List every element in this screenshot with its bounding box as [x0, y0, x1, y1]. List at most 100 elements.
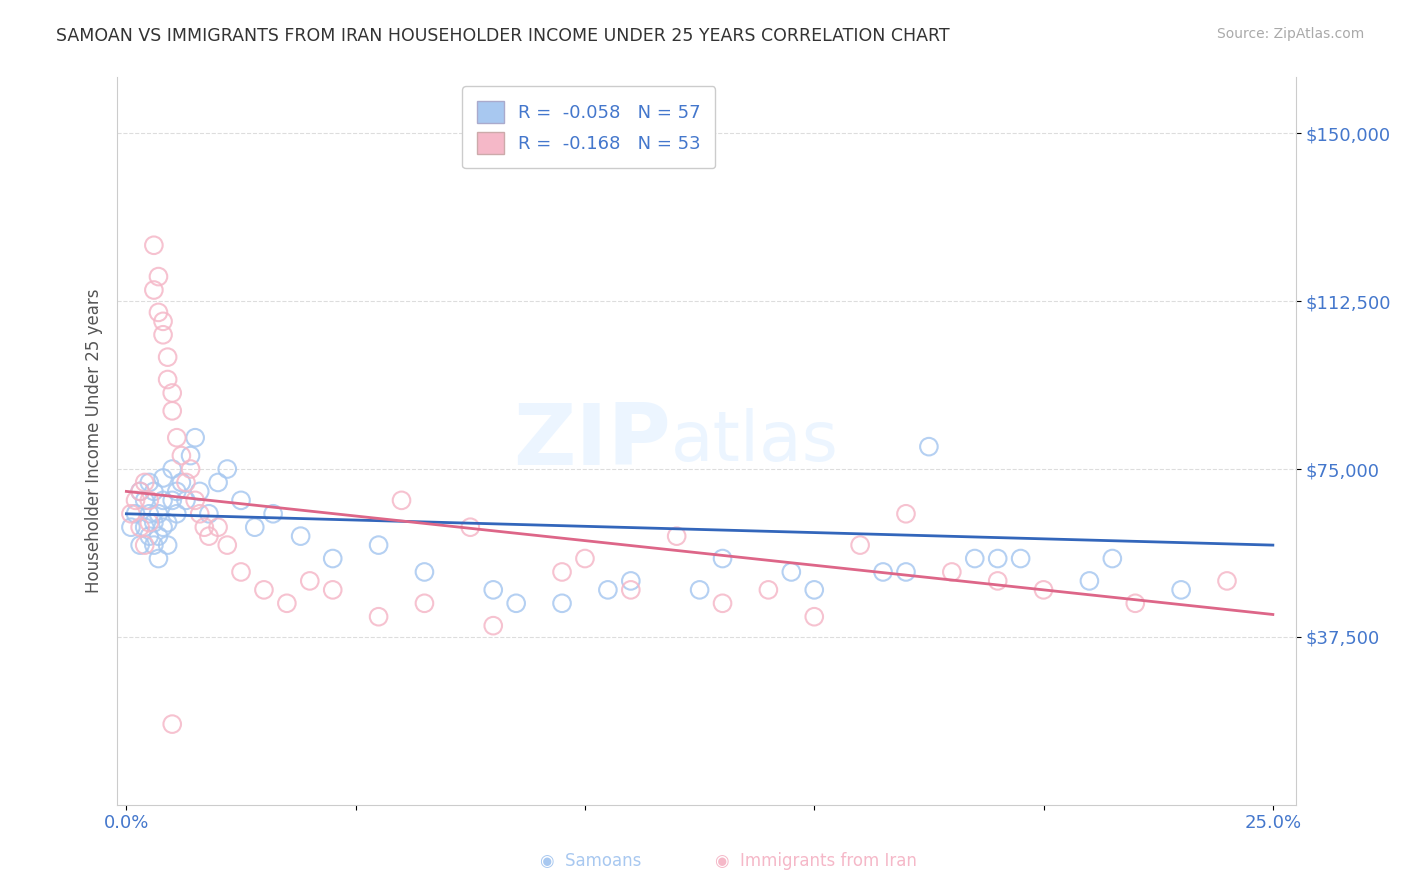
Point [170, 449, 193, 463]
Point [152, 471, 174, 485]
Point [1123, 596, 1146, 610]
Point [413, 596, 436, 610]
Point [148, 551, 170, 566]
Point [120, 520, 142, 534]
Point [134, 493, 156, 508]
Point [188, 484, 211, 499]
Point [129, 538, 152, 552]
Point [1010, 551, 1032, 566]
Point [138, 516, 160, 530]
Point [217, 538, 239, 552]
Point [229, 565, 252, 579]
Point [322, 582, 344, 597]
Point [198, 529, 221, 543]
Point [138, 475, 160, 490]
Point [963, 551, 986, 566]
Point [711, 596, 734, 610]
Point [253, 582, 276, 597]
Point [160, 404, 183, 418]
Point [138, 493, 160, 508]
Point [134, 538, 156, 552]
Point [458, 520, 481, 534]
Point [574, 551, 596, 566]
Point [1032, 582, 1054, 597]
Point [665, 529, 688, 543]
Point [152, 327, 174, 342]
Point [142, 238, 165, 252]
Point [124, 493, 146, 508]
Point [987, 574, 1010, 588]
Point [367, 609, 389, 624]
Point [229, 493, 252, 508]
Point [142, 538, 165, 552]
Point [1170, 582, 1192, 597]
Point [152, 314, 174, 328]
Point [322, 551, 344, 566]
Point [849, 538, 872, 552]
Point [142, 283, 165, 297]
Point [298, 574, 321, 588]
Text: ◉  Immigrants from Iran: ◉ Immigrants from Iran [714, 852, 917, 870]
Text: Source: ZipAtlas.com: Source: ZipAtlas.com [1216, 27, 1364, 41]
Text: SAMOAN VS IMMIGRANTS FROM IRAN HOUSEHOLDER INCOME UNDER 25 YEARS CORRELATION CHA: SAMOAN VS IMMIGRANTS FROM IRAN HOUSEHOLD… [56, 27, 950, 45]
Point [174, 493, 197, 508]
Point [1216, 574, 1239, 588]
Point [482, 582, 505, 597]
Point [262, 507, 284, 521]
Point [1101, 551, 1123, 566]
Point [243, 520, 266, 534]
Point [391, 493, 413, 508]
Point [129, 484, 152, 499]
Point [894, 507, 917, 521]
Point [780, 565, 803, 579]
Point [160, 462, 183, 476]
Point [505, 596, 527, 610]
Point [207, 475, 229, 490]
Point [596, 582, 619, 597]
Point [872, 565, 894, 579]
Point [156, 350, 179, 364]
Y-axis label: Householder Income Under 25 years: Householder Income Under 25 years [86, 289, 103, 593]
Point [290, 529, 312, 543]
Text: ◉  Samoans: ◉ Samoans [540, 852, 641, 870]
Point [620, 582, 643, 597]
Point [134, 475, 156, 490]
Point [180, 449, 202, 463]
Point [184, 493, 207, 508]
Point [941, 565, 963, 579]
Point [148, 507, 170, 521]
Point [129, 520, 152, 534]
Point [138, 529, 160, 543]
Point [152, 493, 174, 508]
Point [413, 565, 436, 579]
Point [142, 516, 165, 530]
Point [551, 596, 574, 610]
Legend: R =  -0.058   N = 57, R =  -0.168   N = 53: R = -0.058 N = 57, R = -0.168 N = 53 [463, 87, 716, 169]
Point [188, 507, 211, 521]
Point [156, 372, 179, 386]
Point [918, 440, 941, 454]
Point [129, 484, 152, 499]
Point [138, 507, 160, 521]
Point [148, 269, 170, 284]
Point [482, 618, 505, 632]
Text: ZIP: ZIP [513, 400, 671, 483]
Point [160, 717, 183, 731]
Point [803, 609, 825, 624]
Point [120, 507, 142, 521]
Point [152, 520, 174, 534]
Point [142, 484, 165, 499]
Point [217, 462, 239, 476]
Point [174, 475, 197, 490]
Point [620, 574, 643, 588]
Point [689, 582, 711, 597]
Point [198, 507, 221, 521]
Point [124, 507, 146, 521]
Point [207, 520, 229, 534]
Point [148, 305, 170, 319]
Point [160, 386, 183, 401]
Point [134, 520, 156, 534]
Point [148, 529, 170, 543]
Point [156, 516, 179, 530]
Point [987, 551, 1010, 566]
